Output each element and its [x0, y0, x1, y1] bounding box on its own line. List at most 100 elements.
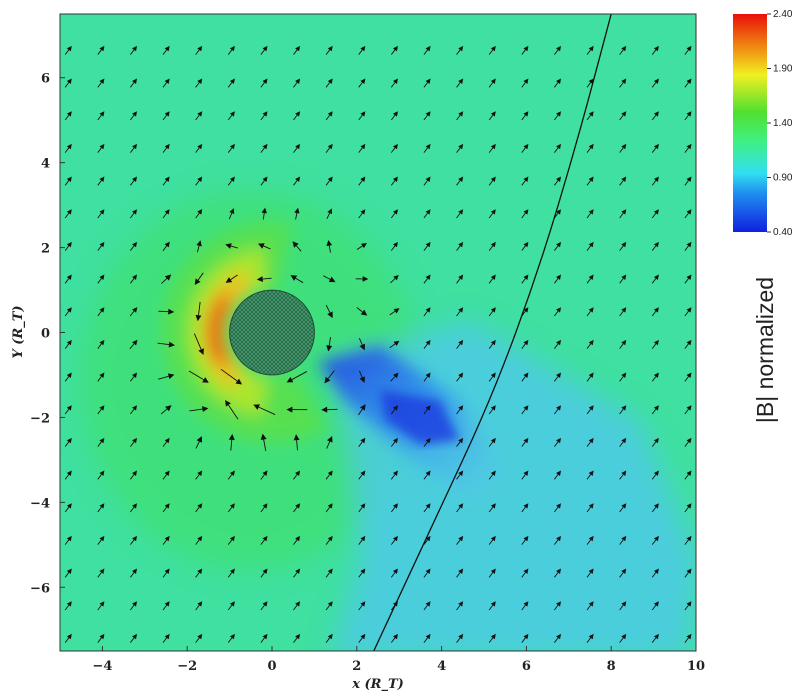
- vector-arrow-shaft: [358, 49, 363, 55]
- vector-arrow-head: [290, 275, 298, 281]
- vector-arrow-shaft: [684, 506, 689, 513]
- colorbar-tick-label: 0.40: [773, 227, 793, 238]
- vector-arrow-head: [686, 241, 692, 248]
- vector-arrow-shaft: [162, 180, 168, 186]
- vector-arrow-shaft: [97, 114, 102, 121]
- vector-arrow-shaft: [423, 506, 428, 513]
- vector-arrow-head: [295, 568, 301, 574]
- vector-arrow-shaft: [684, 245, 689, 251]
- vector-arrow-head: [523, 209, 529, 215]
- vector-arrow-head: [295, 601, 301, 607]
- vector-arrow-head: [262, 503, 268, 509]
- vector-arrow-head: [490, 339, 496, 346]
- vector-arrow-head: [165, 405, 172, 412]
- vector-arrow-shaft: [328, 336, 331, 346]
- vector-arrow-shaft: [356, 245, 363, 250]
- vector-arrow-head: [523, 111, 529, 117]
- vector-arrow-shaft: [423, 441, 428, 447]
- vector-arrow-shaft: [293, 474, 298, 480]
- vector-arrow-shaft: [684, 212, 689, 219]
- vector-arrow-head: [229, 111, 235, 117]
- vector-arrow-head: [99, 568, 105, 574]
- vector-arrow-head: [99, 307, 105, 313]
- vector-arrow-shaft: [488, 49, 494, 55]
- vector-arrow-head: [99, 633, 105, 640]
- vector-arrow-shaft: [390, 245, 396, 251]
- vector-arrow-head: [132, 307, 138, 313]
- vector-arrow-head: [99, 143, 105, 150]
- vector-arrow-head: [686, 470, 692, 476]
- vector-arrow-head: [458, 470, 464, 476]
- vector-arrow-head: [458, 209, 464, 215]
- vector-arrow-head: [458, 111, 464, 117]
- vector-arrow-head: [195, 314, 202, 322]
- vector-arrow-shaft: [64, 572, 70, 578]
- vector-arrow-head: [556, 339, 562, 346]
- vector-arrow-head: [588, 176, 594, 182]
- vector-arrow-head: [556, 503, 562, 509]
- vector-arrow-head: [168, 341, 175, 348]
- vector-arrow-shaft: [195, 441, 200, 449]
- vector-arrow-shaft: [488, 637, 494, 643]
- vector-arrow-shaft: [586, 82, 592, 88]
- vector-arrow-shaft: [358, 506, 363, 513]
- vector-arrow-head: [523, 601, 529, 607]
- vector-arrow-head: [327, 470, 333, 476]
- boundary-curve: [373, 14, 612, 651]
- vector-arrow-head: [458, 307, 464, 313]
- vector-arrow-shaft: [423, 408, 428, 415]
- vector-arrow-head: [99, 45, 105, 52]
- vector-arrow-shaft: [651, 506, 657, 513]
- vector-arrow-shaft: [423, 278, 428, 284]
- vector-arrow-shaft: [262, 277, 272, 280]
- vector-arrow-head: [621, 601, 627, 607]
- vector-arrow-head: [360, 633, 366, 640]
- vector-arrow-head: [523, 372, 529, 378]
- vector-arrow-shaft: [230, 439, 233, 451]
- vector-arrow-shaft: [586, 212, 592, 219]
- vector-arrow-head: [262, 601, 268, 607]
- vector-arrow-head: [425, 372, 431, 378]
- vector-arrow-shaft: [423, 147, 428, 153]
- vector-arrow-shaft: [521, 114, 526, 121]
- vector-arrow-head: [229, 143, 235, 150]
- vector-arrow-head: [458, 339, 464, 346]
- vector-arrow-shaft: [64, 245, 70, 251]
- y-tick-label: 0: [41, 327, 50, 342]
- vector-arrow-head: [588, 372, 594, 378]
- vector-arrow-shaft: [456, 343, 461, 349]
- vector-arrow-head: [262, 45, 268, 52]
- vector-arrow-head: [490, 470, 496, 476]
- vector-arrow-head: [686, 633, 692, 640]
- vector-arrow-head: [164, 176, 170, 182]
- vector-arrow-shaft: [130, 506, 135, 513]
- vector-arrow-shaft: [684, 114, 689, 121]
- vector-arrow-head: [653, 437, 659, 444]
- vector-arrow-shaft: [456, 441, 461, 447]
- vector-arrow-shaft: [456, 637, 461, 643]
- vector-arrow-shaft: [390, 114, 396, 121]
- vector-arrow-shaft: [162, 82, 168, 88]
- vector-arrow-shaft: [456, 278, 461, 284]
- vector-arrow-shaft: [619, 343, 624, 349]
- vector-arrow-head: [99, 601, 105, 607]
- vector-arrow-head: [490, 111, 496, 117]
- vector-arrow-head: [425, 78, 431, 84]
- vector-arrow-shaft: [423, 572, 428, 578]
- vector-arrow-head: [556, 45, 562, 52]
- vector-arrow-shaft: [260, 506, 265, 513]
- vector-arrow-head: [392, 405, 398, 411]
- vector-arrow-shaft: [389, 310, 396, 316]
- vector-arrow-head: [392, 209, 398, 215]
- vector-arrow-head: [458, 503, 464, 509]
- vector-arrow-head: [556, 143, 562, 150]
- vector-arrow-head: [490, 274, 496, 280]
- vector-arrow-shaft: [651, 278, 657, 284]
- vector-arrow-head: [621, 633, 627, 640]
- vector-arrow-head: [425, 176, 431, 182]
- vector-arrow-shaft: [456, 49, 461, 55]
- vector-arrow-head: [229, 78, 235, 84]
- vector-arrow-head: [229, 633, 235, 640]
- vector-arrow-shaft: [390, 441, 396, 447]
- vector-arrow-head: [66, 372, 72, 378]
